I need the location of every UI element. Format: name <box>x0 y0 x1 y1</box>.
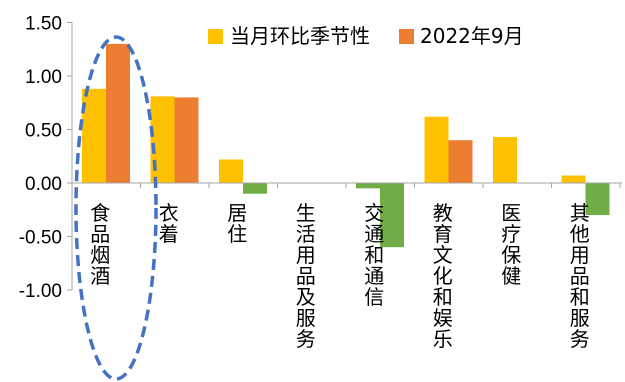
y-tick-label: 1.00 <box>25 67 62 88</box>
bar-series-1 <box>424 116 449 183</box>
y-tick-label: 0.50 <box>25 121 62 142</box>
bar-series-2 <box>174 97 199 183</box>
category-label: 食品烟酒 <box>90 201 110 288</box>
y-tick-label: -0.50 <box>19 228 62 249</box>
category-labels: 食品烟酒 衣着 居住 生活用品及服务 交通和通信 教育文化和娱乐 医疗保健 其他用品和服务 <box>90 201 590 351</box>
legend: 当月环比季节性 2022年9月 <box>208 24 524 48</box>
bar-series-2 <box>380 183 404 248</box>
category-label: 医疗保健 <box>501 201 521 288</box>
bar-series-1 <box>219 159 243 183</box>
bar-series-1 <box>561 175 586 183</box>
bar-series-1 <box>82 88 106 183</box>
y-tick-label: -1.00 <box>19 281 62 302</box>
bar-series-2 <box>448 140 473 183</box>
y-axis: 1.50 1.00 0.50 0.00 -0.50 -1.00 <box>19 14 73 302</box>
annotation <box>74 35 158 381</box>
category-label: 生活用品及服务 <box>296 201 316 351</box>
y-tick-label: 1.50 <box>25 14 62 35</box>
y-tick-label: 0.00 <box>25 174 62 195</box>
bar-series-1 <box>493 136 517 183</box>
legend-label-series-2: 2022年9月 <box>420 24 524 48</box>
category-label: 教育文化和娱乐 <box>433 201 453 351</box>
bar-series-2 <box>585 183 610 216</box>
legend-swatch-series-1 <box>208 29 223 44</box>
highlight-ellipse <box>74 35 158 381</box>
category-label: 衣着 <box>159 201 179 246</box>
category-label: 其他用品和服务 <box>570 201 590 351</box>
x-axis <box>71 182 622 188</box>
legend-label-series-1: 当月环比季节性 <box>230 24 370 48</box>
bar-series-1 <box>356 183 380 189</box>
bar-series-2 <box>243 183 267 194</box>
bar-series-2 <box>106 43 130 184</box>
category-label: 交通和通信 <box>364 201 384 309</box>
legend-swatch-series-2 <box>399 29 414 44</box>
category-label: 居住 <box>227 201 247 246</box>
